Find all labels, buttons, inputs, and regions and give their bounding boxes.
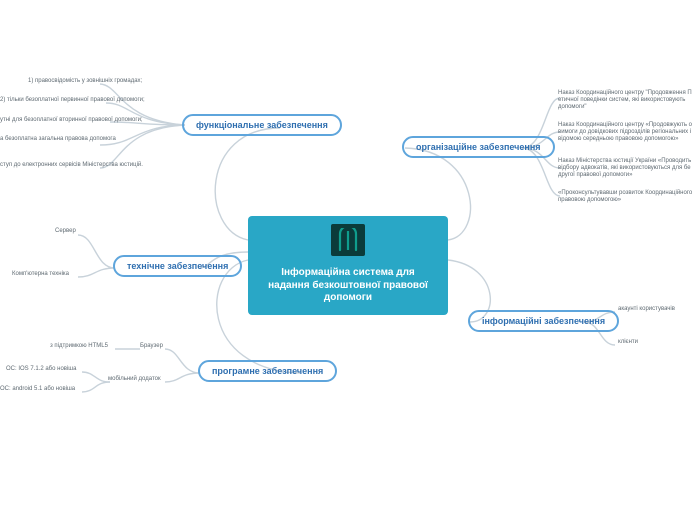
leaf-func-1[interactable]: 1) правосвідомість у зовнішніх громадах; [28, 78, 142, 84]
leaf-soft-mobile-android[interactable]: ОС: android 5.1 або новіша [0, 386, 75, 392]
leaf-tech-2[interactable]: Комп'ютерна техніка [12, 271, 69, 277]
leaf-org-4[interactable]: «Проконсультувавши розвиток Координаційн… [558, 190, 696, 204]
central-topic[interactable]: Інформаційна система для надання безкошт… [248, 216, 448, 315]
branch-label: технічне забезпечення [127, 261, 228, 271]
leaf-func-3[interactable]: утні для безоплатної вторинної правової … [0, 117, 143, 123]
leaf-func-2[interactable]: 2) тільки безоплатної первинної правової… [0, 97, 145, 103]
leaf-org-3[interactable]: Наказ Міністерства юстиції України «Пров… [558, 158, 696, 179]
leaf-soft-browser-sub[interactable]: з підтримкою HTML5 [50, 343, 108, 349]
leaf-func-5[interactable]: ступ до електронних сервісів Міністерств… [0, 162, 143, 168]
branch-functional[interactable]: функціональне забезпечення [182, 114, 342, 136]
leaf-info-2[interactable]: клієнти [618, 339, 638, 345]
leaf-info-1[interactable]: акаунті користувачів [618, 306, 675, 312]
leaf-tech-1[interactable]: Сервер [55, 228, 76, 234]
branch-label: програмне забезпечення [212, 366, 323, 376]
branch-organizational[interactable]: організаційне забезпечення [402, 136, 555, 158]
leaf-soft-browser[interactable]: Браузер [140, 343, 163, 349]
branch-informational[interactable]: інформаційні забезпечення [468, 310, 619, 332]
leaf-func-4[interactable]: а безоплатна загальна правова допомога [0, 136, 116, 142]
branch-label: організаційне забезпечення [416, 142, 541, 152]
branch-label: інформаційні забезпечення [482, 316, 605, 326]
leaf-org-2[interactable]: Наказ Координаційного центру «Продовжуют… [558, 122, 696, 143]
leaf-org-1[interactable]: Наказ Координаційного центру "Продовженн… [558, 90, 696, 111]
central-title: Інформаційна система для надання безкошт… [262, 267, 434, 305]
leaf-soft-mobile-ios[interactable]: ОС: IOS 7.1.2 або новіша [6, 366, 76, 372]
mindmap-stage: Інформаційна система для надання безкошт… [0, 0, 696, 520]
branch-label: функціональне забезпечення [196, 120, 328, 130]
branch-technical[interactable]: технічне забезпечення [113, 255, 242, 277]
branch-software[interactable]: програмне забезпечення [198, 360, 337, 382]
leaf-soft-mobile[interactable]: мобільний додаток [108, 376, 161, 382]
central-logo [331, 224, 365, 256]
